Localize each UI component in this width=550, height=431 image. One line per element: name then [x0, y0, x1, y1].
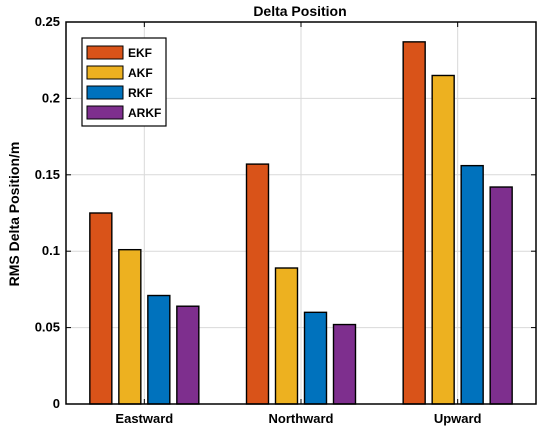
bar-rkf-eastward	[147, 294, 171, 405]
plot-area-border	[65, 21, 537, 405]
bars	[89, 41, 513, 405]
legend-label-akf: AKF	[128, 66, 153, 80]
legend-swatch-akf	[86, 65, 124, 80]
y-axis-ticks: 0 0.05 0.1 0.15 0.2 0.25	[35, 14, 536, 411]
bar-rkf-upward	[460, 164, 484, 405]
y-tick-label: 0.05	[35, 320, 60, 335]
bar-akf-upward	[431, 74, 455, 405]
bar-arkf-upward	[489, 186, 513, 405]
legend-swatch-rkf	[86, 85, 124, 100]
x-tick-label: Upward	[434, 411, 482, 426]
bar-rkf-northward	[303, 311, 328, 405]
chart-title: Delta Position	[253, 3, 346, 19]
y-tick-label: 0.2	[42, 90, 60, 105]
x-axis-ticks: Eastward Northward Upward	[115, 22, 482, 426]
bar-ekf-northward	[245, 163, 270, 405]
y-tick-label: 0.15	[35, 167, 60, 182]
x-tick-label: Northward	[269, 411, 334, 426]
legend-label-rkf: RKF	[128, 86, 153, 100]
bar-ekf-upward	[402, 41, 426, 405]
y-tick-label: 0.25	[35, 14, 60, 29]
x-tick-label: Eastward	[115, 411, 173, 426]
bar-arkf-eastward	[176, 305, 200, 405]
y-axis-label: RMS Delta Position/m	[6, 142, 22, 287]
bar-akf-northward	[274, 267, 299, 405]
y-tick-label: 0.1	[42, 243, 60, 258]
y-tick-label: 0	[53, 396, 60, 411]
legend-swatch-ekf	[86, 45, 124, 60]
legend-label-ekf: EKF	[128, 46, 152, 60]
bar-akf-eastward	[118, 248, 142, 405]
legend: EKF AKF RKF ARKF	[81, 37, 167, 127]
bar-ekf-eastward	[89, 212, 113, 405]
bar-arkf-northward	[332, 323, 357, 405]
legend-swatch-arkf	[86, 105, 124, 120]
legend-label-arkf: ARKF	[128, 106, 161, 120]
